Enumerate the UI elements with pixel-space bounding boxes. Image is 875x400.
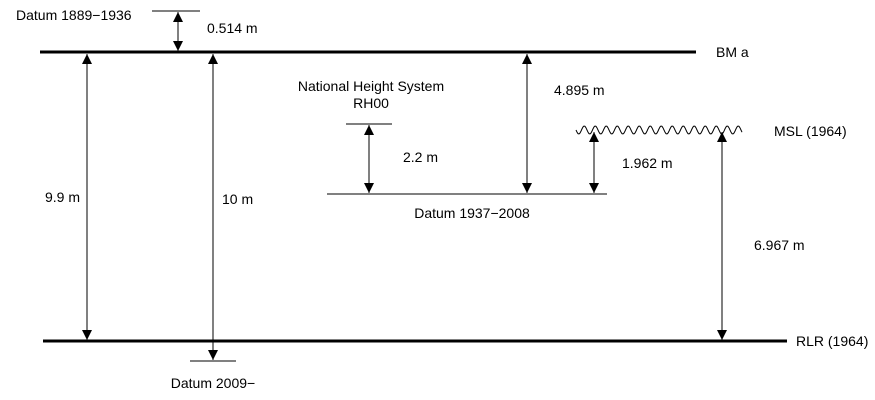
datum-1937-label: Datum 1937−2008 — [414, 205, 530, 221]
label-10: 10 m — [222, 191, 253, 207]
label-6967: 6.967 m — [754, 237, 805, 253]
nhs-label-line2: RH00 — [353, 95, 389, 111]
label-0514: 0.514 m — [207, 20, 258, 36]
datum-2009-label: Datum 2009− — [171, 375, 255, 391]
nhs-label-line1: National Height System — [298, 78, 444, 94]
label-22: 2.2 m — [403, 149, 438, 165]
rlr-1964-label: RLR (1964) — [796, 333, 868, 349]
bm-a-label: BM a — [716, 44, 749, 60]
msl-1964-label: MSL (1964) — [774, 123, 847, 139]
msl-1964-wave — [575, 125, 743, 135]
label-4895: 4.895 m — [554, 82, 605, 98]
label-1962: 1.962 m — [622, 155, 673, 171]
datum-1889-label: Datum 1889−1936 — [16, 7, 132, 23]
label-99: 9.9 m — [45, 189, 80, 205]
